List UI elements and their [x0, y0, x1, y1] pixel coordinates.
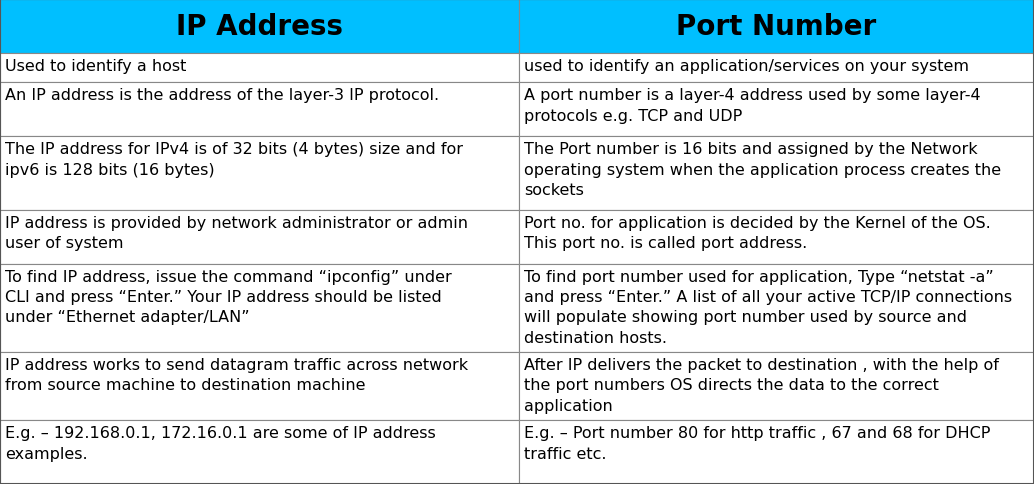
Bar: [0, 421, 519, 484]
Text: used to identify an application/services on your system: used to identify an application/services…: [524, 59, 969, 74]
Text: IP address works to send datagram traffic across network
from source machine to : IP address works to send datagram traffi…: [5, 357, 468, 393]
Text: Port Number: Port Number: [676, 13, 877, 41]
Text: IP Address: IP Address: [176, 13, 343, 41]
Bar: [519, 210, 1034, 264]
Bar: [519, 137, 1034, 210]
Bar: [0, 352, 519, 421]
Bar: [0, 264, 519, 352]
Bar: [0, 137, 519, 210]
Text: Port no. for application is decided by the Kernel of the OS.
This port no. is ca: Port no. for application is decided by t…: [524, 215, 991, 251]
Text: Used to identify a host: Used to identify a host: [5, 59, 186, 74]
Bar: [0, 210, 519, 264]
Text: After IP delivers the packet to destination , with the help of
the port numbers : After IP delivers the packet to destinat…: [524, 357, 999, 413]
Text: The IP address for IPv4 is of 32 bits (4 bytes) size and for
ipv6 is 128 bits (1: The IP address for IPv4 is of 32 bits (4…: [5, 142, 463, 177]
Bar: [519, 421, 1034, 484]
Bar: [519, 0, 1034, 54]
Text: An IP address is the address of the layer-3 IP protocol.: An IP address is the address of the laye…: [5, 88, 439, 103]
Bar: [519, 83, 1034, 137]
Bar: [519, 54, 1034, 83]
Text: IP address is provided by network administrator or admin
user of system: IP address is provided by network admini…: [5, 215, 468, 251]
Text: The Port number is 16 bits and assigned by the Network
operating system when the: The Port number is 16 bits and assigned …: [524, 142, 1001, 197]
Text: To find port number used for application, Type “netstat -a”
and press “Enter.” A: To find port number used for application…: [524, 269, 1012, 345]
Bar: [519, 264, 1034, 352]
Text: E.g. – 192.168.0.1, 172.16.0.1 are some of IP address
examples.: E.g. – 192.168.0.1, 172.16.0.1 are some …: [5, 425, 435, 461]
Bar: [0, 54, 519, 83]
Bar: [0, 83, 519, 137]
Text: A port number is a layer-4 address used by some layer-4
protocols e.g. TCP and U: A port number is a layer-4 address used …: [524, 88, 980, 123]
Text: To find IP address, issue the command “ipconfig” under
CLI and press “Enter.” Yo: To find IP address, issue the command “i…: [5, 269, 452, 325]
Bar: [519, 352, 1034, 421]
Text: E.g. – Port number 80 for http traffic , 67 and 68 for DHCP
traffic etc.: E.g. – Port number 80 for http traffic ,…: [524, 425, 991, 461]
Bar: [0, 0, 519, 54]
